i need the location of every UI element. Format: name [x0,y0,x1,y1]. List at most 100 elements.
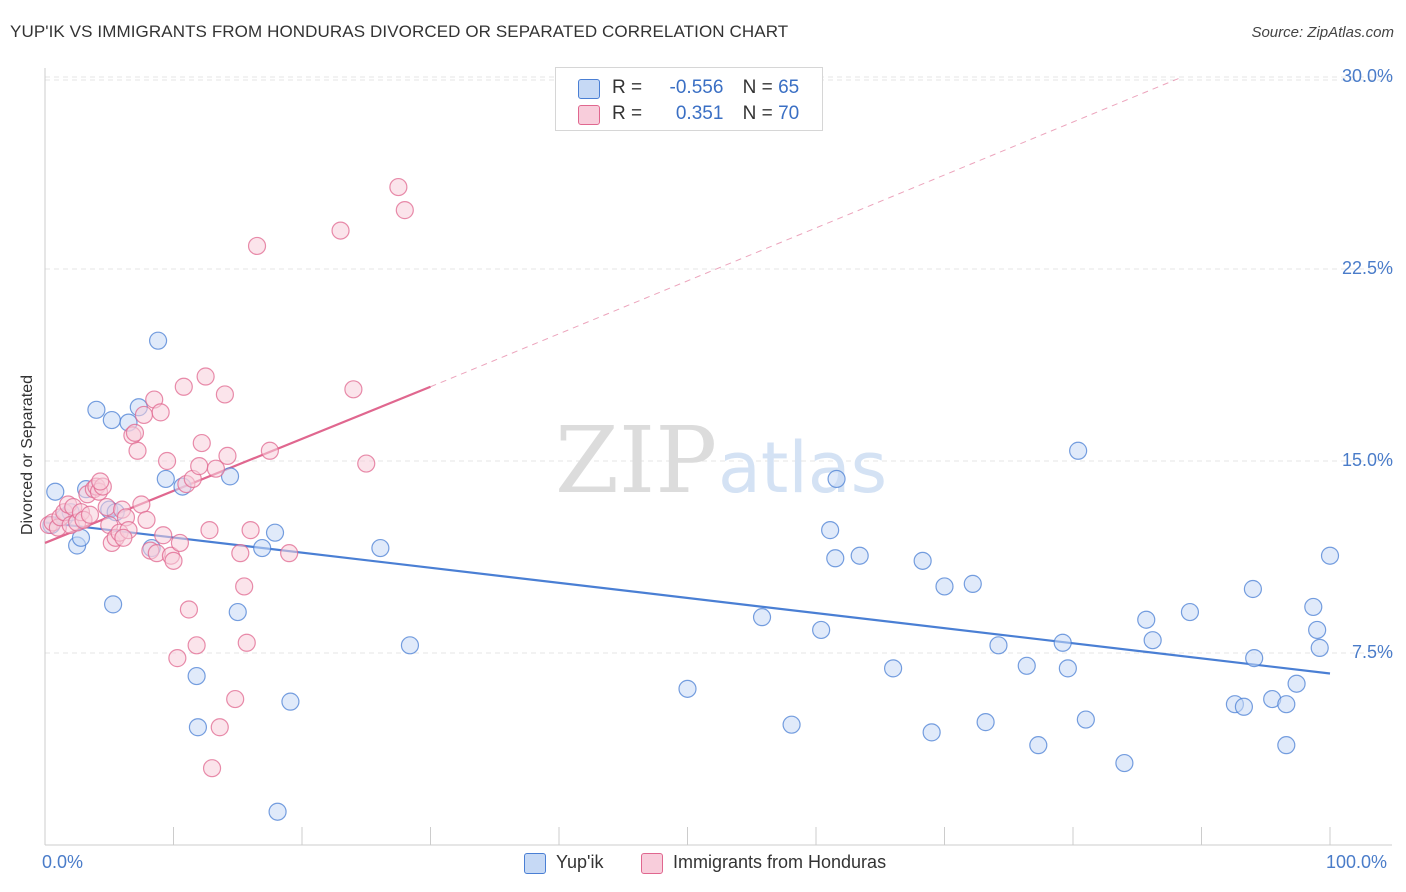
yupik-point [883,659,903,678]
honduras-point [210,718,229,737]
yupik-point [782,715,801,734]
honduras-point [128,441,147,460]
honduras-trend-extension [430,76,1183,388]
yupik-point [1058,659,1077,678]
honduras-point [237,633,256,652]
r-label: R = [612,103,643,124]
honduras-point [357,454,376,473]
honduras-point [114,528,133,547]
honduras-point [134,405,154,425]
honduras-point [202,759,222,778]
yupik-point [1180,602,1200,622]
honduras-point [157,451,177,471]
yupik-point [1234,697,1254,716]
yupik-point [1017,656,1036,675]
honduras-point [170,533,190,553]
watermark-atlas: atlas [718,427,887,509]
yupik-point [220,467,240,486]
legend-swatch-honduras [641,853,663,874]
yupik-point [922,723,941,742]
honduras-point [344,380,363,399]
x-tick-label-max: 100.0% [1326,852,1388,872]
yupik-point [812,620,831,640]
yupik-point [1137,610,1156,629]
yupik-point [188,718,208,737]
legend-label-honduras: Immigrants from Honduras [673,852,887,872]
honduras-point [164,551,183,570]
yupik-point [1308,620,1327,640]
yupik-point [850,546,869,565]
honduras-point [215,385,234,404]
yupik-point [87,400,106,419]
honduras-point [187,636,206,655]
honduras-point [132,495,151,514]
honduras-point [235,577,254,596]
yupik-point [400,636,420,655]
axes [44,68,1392,846]
honduras-point [168,649,187,668]
yupik-point [104,595,123,614]
yupik-point [102,410,121,430]
yupik-point [148,331,168,350]
yupik-point [1053,633,1072,652]
yupik-point [1069,441,1088,460]
honduras-point [241,521,260,540]
watermark-zip: ZIP [555,407,717,514]
honduras-point [200,521,219,540]
honduras-point [97,497,116,517]
yupik-point [935,577,954,596]
honduras-point [192,433,211,453]
honduras-point [226,689,245,709]
y-axis-label: Divorced or Separated [19,374,36,536]
honduras-point [179,600,199,619]
n-value-honduras: 70 [778,103,800,124]
y-tick-label: 30.0% [1341,66,1393,86]
yupik-point [963,574,982,593]
yupik-point [913,551,932,570]
yupik-point [1143,631,1162,650]
honduras-point [91,472,110,491]
honduras-point [280,544,299,563]
yupik-point [268,802,287,821]
yupik-point [228,602,247,622]
honduras-point [331,221,350,240]
yupik-point [821,521,840,540]
n-label: N = [742,77,773,98]
honduras-point [218,446,237,465]
honduras-point [137,510,156,529]
r-label: R = [612,77,643,98]
watermark: ZIP atlas [555,407,887,514]
stats-legend: R = -0.556 N = 65 R = 0.351 N = 70 [555,67,823,131]
honduras-point [395,201,414,220]
honduras-point [389,177,408,197]
yupik-point [46,482,65,501]
x-tick-label-min: 0.0% [42,852,84,872]
yupik-point [281,692,300,711]
yupik-point [1320,546,1340,565]
yupik-point [1243,579,1263,599]
series-legend: Yup'ik Immigrants from Honduras [0,852,1406,876]
yupik-point [265,523,285,542]
r-value-honduras: 0.351 [675,103,724,124]
honduras-point [174,377,193,396]
yupik-point [826,549,845,568]
honduras-point [206,459,226,478]
legend-label-yupik: Yup'ik [556,852,604,872]
yupik-point [371,538,390,558]
n-label: N = [742,103,773,124]
yupik-point [253,538,272,558]
honduras-point [196,367,215,386]
r-value-yupik: -0.556 [669,77,724,98]
yupik-point [1310,638,1329,657]
yupik-point [752,608,772,627]
yupik-point [187,666,206,686]
yupik-point [1029,736,1048,755]
honduras-point [190,457,209,476]
honduras-point [231,544,250,563]
yupik-point [156,469,175,489]
yupik-point [1245,649,1264,668]
source-label: Source: ZipAtlas.com [1251,24,1394,41]
y-tick-label: 7.5% [1351,642,1393,662]
data-points [39,177,1340,821]
